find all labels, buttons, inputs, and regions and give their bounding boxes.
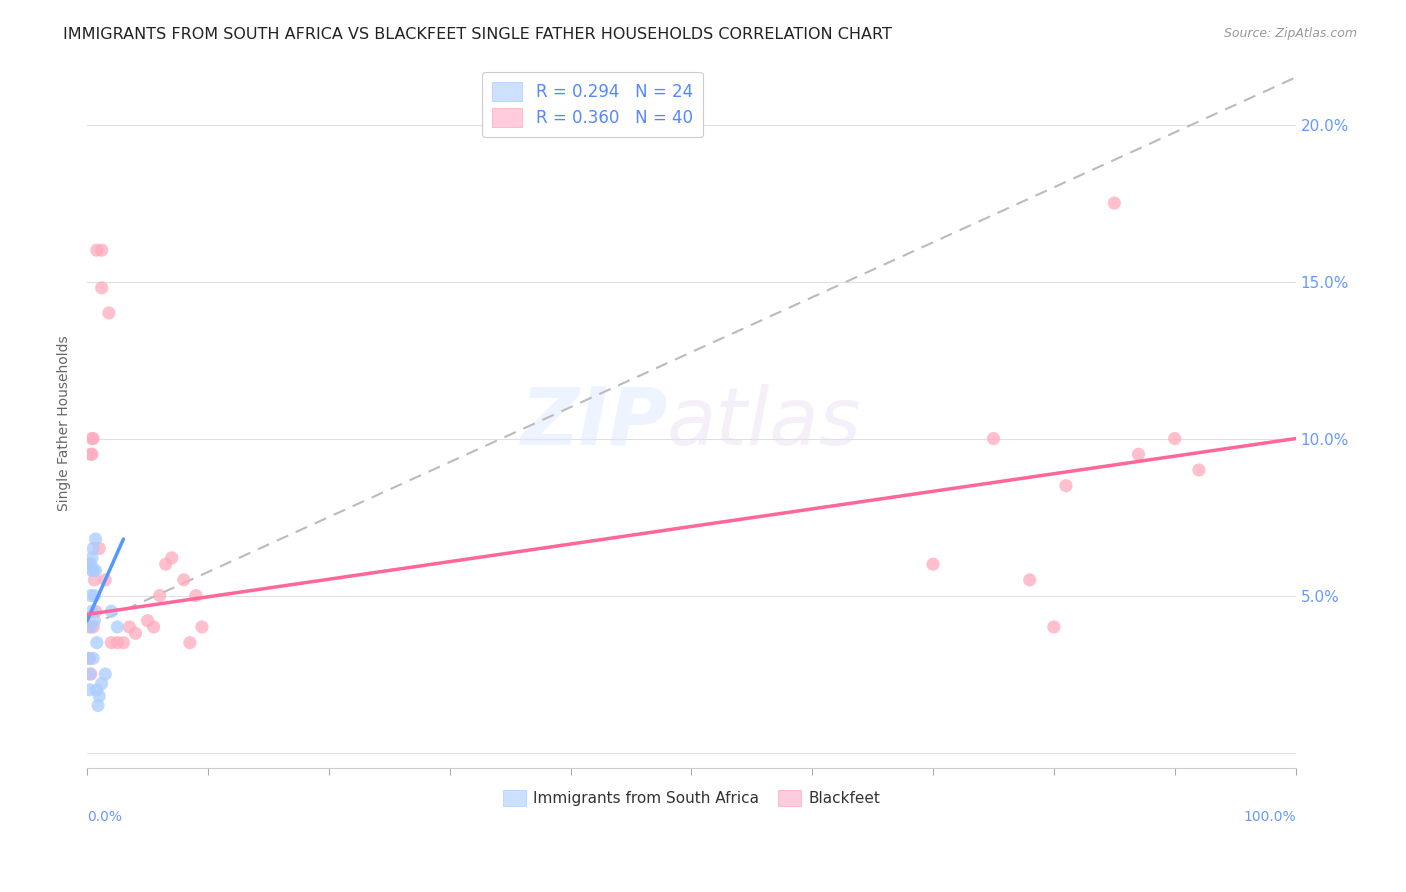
Point [87,698,110,713]
Point [118,620,141,634]
Point [155,557,177,571]
Point [184,589,207,603]
Point [77,651,100,665]
Point [79,651,101,665]
Point [983,432,1005,446]
Point [79,667,101,681]
Text: 100.0%: 100.0% [1243,810,1295,823]
Point [105,635,128,649]
Point [1164,432,1187,446]
Point [97,306,120,320]
Point [80,620,103,634]
Point [149,589,172,603]
Point [191,620,214,634]
Point [112,635,135,649]
Point [80,432,103,446]
Point [90,281,112,295]
Point [1188,463,1211,477]
Point [124,626,146,640]
Point [80,447,103,461]
Point [1018,573,1040,587]
Point [82,564,104,578]
Point [1043,620,1066,634]
Point [100,604,122,618]
Text: atlas: atlas [668,384,862,462]
Point [80,557,103,571]
Point [86,635,108,649]
Point [1104,196,1126,211]
Point [80,550,103,565]
Text: ZIP: ZIP [520,384,668,462]
Legend: Immigrants from South Africa, Blackfeet: Immigrants from South Africa, Blackfeet [496,784,886,813]
Point [80,667,103,681]
Point [80,447,103,461]
Point [89,689,111,703]
Point [179,635,201,649]
Point [80,604,103,618]
Point [142,620,165,634]
Point [82,432,104,446]
Text: 0.0%: 0.0% [87,810,122,823]
Point [83,589,105,603]
Point [89,541,111,556]
Point [86,682,108,697]
Point [84,564,107,578]
Point [160,550,183,565]
Point [84,604,107,618]
Point [94,573,117,587]
Point [84,532,107,546]
Point [80,589,103,603]
Point [79,620,101,634]
Point [90,243,112,257]
Point [90,676,112,690]
Point [1128,447,1150,461]
Point [83,614,105,628]
Text: Source: ZipAtlas.com: Source: ZipAtlas.com [1223,27,1357,40]
Point [1054,478,1077,492]
Point [79,682,101,697]
Text: IMMIGRANTS FROM SOUTH AFRICA VS BLACKFEET SINGLE FATHER HOUSEHOLDS CORRELATION C: IMMIGRANTS FROM SOUTH AFRICA VS BLACKFEE… [63,27,893,42]
Point [173,573,195,587]
Point [83,573,105,587]
Point [100,635,122,649]
Point [82,651,104,665]
Point [86,243,108,257]
Y-axis label: Single Father Households: Single Father Households [58,335,72,510]
Point [82,541,104,556]
Point [82,620,104,634]
Point [922,557,945,571]
Point [136,614,159,628]
Point [105,620,128,634]
Point [94,667,117,681]
Point [80,564,103,578]
Point [77,557,100,571]
